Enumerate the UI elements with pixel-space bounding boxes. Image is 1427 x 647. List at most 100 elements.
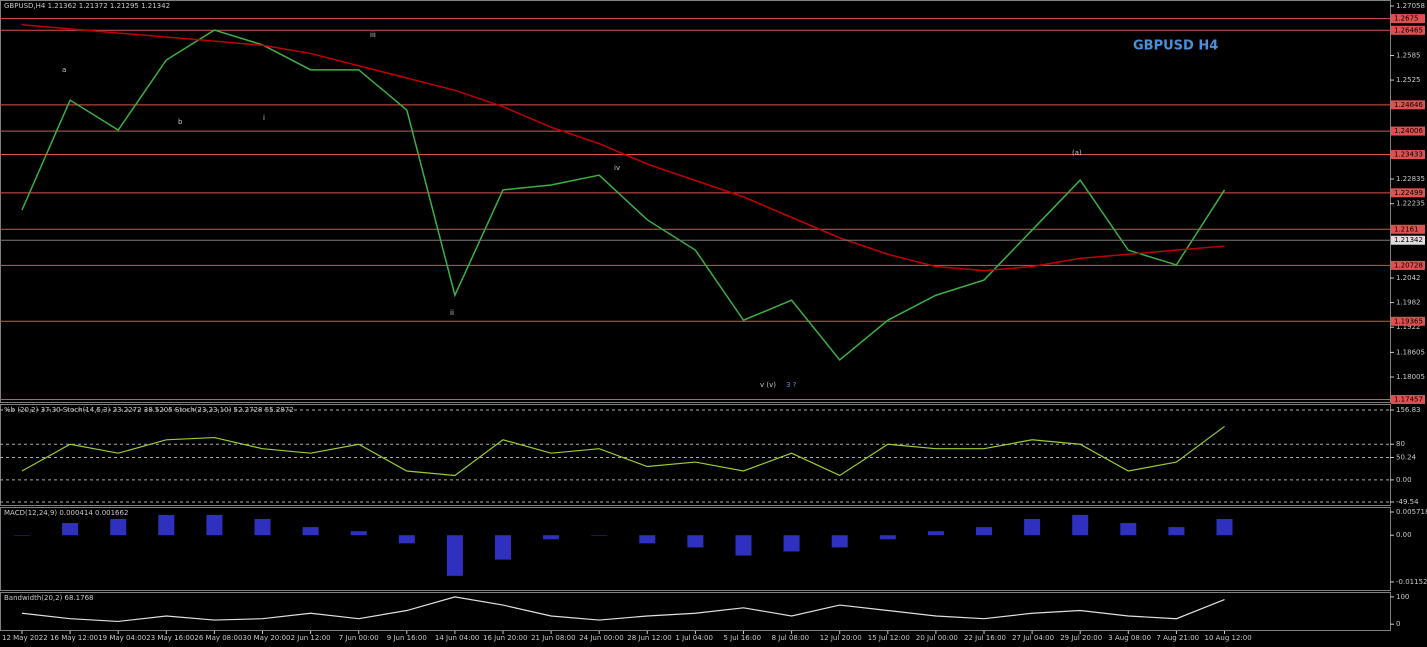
y-tick-label: 80 bbox=[1396, 440, 1405, 448]
x-tick-label: 19 May 04:00 bbox=[98, 634, 146, 642]
x-tick-label: 3 Aug 08:00 bbox=[1108, 634, 1151, 642]
y-tick-label: 50.24 bbox=[1396, 454, 1417, 462]
level-tag bbox=[1391, 25, 1425, 35]
x-tick-label: 12 May 2022 bbox=[2, 634, 48, 642]
pane-frame bbox=[0, 404, 1391, 506]
bar bbox=[495, 535, 511, 560]
pane-frame bbox=[0, 592, 1391, 631]
level-label: 1.19365 bbox=[1394, 317, 1423, 325]
bar bbox=[735, 535, 752, 556]
level-label: 1.2675 bbox=[1394, 15, 1419, 23]
pane-title: %b (20,2) 37.30 Stoch(14,5,3) 23.2272 38… bbox=[4, 406, 294, 414]
y-tick-label: 1.18005 bbox=[1396, 373, 1425, 381]
y-tick-label: 1.2042 bbox=[1396, 274, 1421, 282]
level-label: 1.26465 bbox=[1394, 26, 1423, 34]
bar bbox=[62, 523, 79, 536]
wave-label: v (v) bbox=[760, 381, 776, 389]
level-label: 1.22499 bbox=[1394, 189, 1423, 197]
pane-frame bbox=[0, 0, 1391, 403]
bar bbox=[543, 535, 560, 540]
y-tick-label: 100 bbox=[1396, 593, 1409, 601]
current-tag bbox=[1391, 235, 1425, 245]
level-tag bbox=[1391, 126, 1425, 136]
bar bbox=[206, 514, 223, 536]
wave-label: a bbox=[62, 66, 66, 74]
bar bbox=[591, 535, 608, 536]
bar bbox=[783, 535, 800, 552]
y-tick-label: 1.18605 bbox=[1396, 348, 1425, 356]
x-tick-label: 15 Jul 12:00 bbox=[868, 634, 910, 642]
y-tick-label: 1.27058 bbox=[1396, 2, 1425, 10]
bar bbox=[687, 535, 704, 548]
series-line bbox=[21, 596, 1225, 623]
x-tick-label: 28 Jun 12:00 bbox=[627, 634, 671, 642]
y-tick-label: -0.011523 bbox=[1396, 578, 1427, 586]
y-tick-label: -49.54 bbox=[1396, 498, 1419, 506]
x-tick-label: 27 Jul 04:00 bbox=[1012, 634, 1054, 642]
wave-label: (a) bbox=[1072, 149, 1082, 157]
bar bbox=[1072, 514, 1089, 536]
y-tick-label: 156.83 bbox=[1396, 406, 1421, 414]
wave-label: iii bbox=[370, 31, 376, 39]
y-tick-label: 1.2525 bbox=[1396, 76, 1421, 84]
x-tick-label: 7 Jun 00:00 bbox=[339, 634, 379, 642]
level-label: 1.24006 bbox=[1394, 127, 1423, 135]
x-tick-label: 26 May 08:00 bbox=[194, 634, 242, 642]
level-tag bbox=[1391, 224, 1425, 234]
level-tag bbox=[1391, 394, 1425, 404]
pane-frame bbox=[0, 507, 1391, 591]
level-tag bbox=[1391, 14, 1425, 24]
y-tick-label: 0.00 bbox=[1396, 476, 1412, 484]
level-tag bbox=[1391, 260, 1425, 270]
bar bbox=[1120, 523, 1137, 536]
bar bbox=[14, 535, 30, 536]
bar bbox=[831, 535, 848, 548]
bar bbox=[1216, 518, 1233, 536]
bar bbox=[1024, 518, 1041, 536]
current-label: 1.21342 bbox=[1394, 236, 1423, 244]
bar bbox=[110, 518, 127, 536]
y-tick-label: 0.00 bbox=[1396, 531, 1412, 539]
x-tick-label: 12 Jul 20:00 bbox=[820, 634, 862, 642]
x-tick-label: 10 Aug 12:00 bbox=[1205, 634, 1252, 642]
y-tick-label: 0 bbox=[1396, 620, 1400, 628]
y-tick-label: 1.1922 bbox=[1396, 323, 1421, 331]
x-tick-label: 16 Jun 20:00 bbox=[483, 634, 527, 642]
y-tick-label: 1.22835 bbox=[1396, 175, 1425, 183]
level-label: 1.24646 bbox=[1394, 101, 1423, 109]
x-tick-label: 8 Jul 08:00 bbox=[772, 634, 810, 642]
x-tick-label: 24 Jun 00:00 bbox=[579, 634, 623, 642]
x-tick-label: 2 Jun 12:00 bbox=[291, 634, 331, 642]
series-line bbox=[21, 29, 1226, 362]
bar bbox=[254, 518, 271, 536]
level-tag bbox=[1391, 100, 1425, 110]
y-tick-label: 1.22235 bbox=[1396, 200, 1425, 208]
level-label: 1.23433 bbox=[1394, 151, 1423, 159]
x-tick-label: 23 May 16:00 bbox=[146, 634, 194, 642]
symbol-label: GBPUSD H4 bbox=[1133, 39, 1218, 54]
wave-label: 3 ? bbox=[786, 381, 797, 389]
x-tick-label: 5 Jul 16:00 bbox=[724, 634, 762, 642]
level-tag bbox=[1391, 188, 1425, 198]
level-label: 1.17457 bbox=[1394, 395, 1423, 403]
level-tag bbox=[1391, 316, 1425, 326]
y-tick-label: 0.005718 bbox=[1396, 508, 1427, 516]
x-tick-label: 22 Jul 16:00 bbox=[964, 634, 1006, 642]
bar bbox=[1168, 527, 1185, 536]
pane-title: MACD(12,24,9) 0.000414 0.001662 bbox=[4, 509, 128, 517]
bar bbox=[639, 535, 656, 544]
y-tick-label: 1.2585 bbox=[1396, 51, 1421, 59]
bar bbox=[879, 535, 896, 540]
bar bbox=[302, 527, 319, 536]
series-line bbox=[21, 425, 1225, 477]
wave-label: i bbox=[263, 114, 265, 122]
level-tag bbox=[1391, 150, 1425, 160]
wave-label: ii bbox=[450, 309, 454, 317]
x-tick-label: 21 Jun 08:00 bbox=[531, 634, 575, 642]
bar bbox=[158, 514, 175, 536]
bar bbox=[398, 535, 415, 544]
pane-title: GBPUSD,H4 1.21362 1.21372 1.21295 1.2134… bbox=[4, 2, 170, 10]
y-tick-label: 1.1982 bbox=[1396, 299, 1421, 307]
bar bbox=[927, 531, 944, 536]
